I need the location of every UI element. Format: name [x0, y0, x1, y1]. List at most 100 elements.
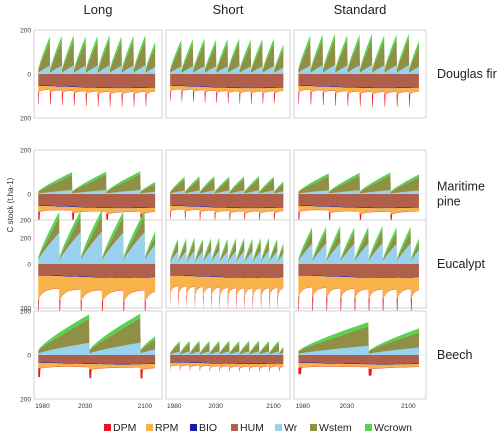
y-tick-label: 200 — [20, 148, 31, 155]
y-tick-label: 0 — [27, 72, 31, 79]
panel-eucalypt-short — [165, 219, 291, 311]
panel-beech-short — [165, 310, 291, 400]
row-headers: Douglas fir Maritime pine Eucalypt Beech — [437, 67, 497, 362]
x-tick-label: 2100 — [401, 403, 416, 410]
area-wstem — [298, 326, 419, 354]
panel-eucalypt-long — [33, 209, 163, 320]
legend-swatch — [310, 424, 317, 431]
legend-item-wr: Wr — [275, 422, 298, 434]
area-bio — [38, 85, 156, 89]
area-bio — [298, 205, 419, 209]
area-wcrown — [38, 209, 156, 259]
column-header-standard: Standard — [334, 2, 387, 17]
column-header-short: Short — [212, 2, 243, 17]
area-bio — [298, 362, 419, 365]
x-tick-labels: 1980 2030 2100 1980 2030 2100 1980 2030 2100 — [35, 403, 416, 410]
legend-label: Wcrown — [374, 422, 412, 434]
legend-item-bio: BIO — [190, 422, 217, 434]
area-rpm — [170, 275, 284, 298]
area-wr — [170, 66, 284, 74]
x-tick-label: 2030 — [78, 403, 93, 410]
y-tick-label: 200 — [20, 306, 31, 313]
y-tick-label: 0 — [27, 353, 31, 360]
area-rpm — [298, 205, 419, 215]
area-wcrown — [170, 38, 284, 71]
area-dpm — [170, 89, 284, 104]
area-wr — [38, 65, 156, 74]
x-tick-label: 2100 — [266, 403, 281, 410]
area-wr — [298, 190, 419, 194]
y-tick-label: 200 — [20, 116, 31, 123]
area-wstem — [38, 173, 156, 194]
row-header-maritime-pine: Maritime pine — [437, 180, 485, 209]
area-hum — [170, 194, 284, 208]
area-wstem — [170, 342, 284, 355]
panel-douglas-fir-long — [33, 29, 163, 119]
legend-item-wcrown: Wcrown — [365, 422, 412, 434]
area-hum — [170, 74, 284, 88]
legend-swatch — [231, 424, 238, 431]
x-tick-label: 1980 — [35, 403, 50, 410]
area-bio — [170, 85, 284, 89]
area-wstem — [298, 230, 419, 262]
area-rpm — [38, 362, 156, 370]
y-tick-label: 200 — [20, 309, 31, 316]
y-tick-label: 0 — [27, 262, 31, 269]
area-hum — [298, 74, 419, 88]
legend-item-hum: HUM — [231, 422, 264, 434]
area-rpm — [298, 362, 419, 370]
row-header-douglas-fir: Douglas fir — [437, 67, 497, 81]
area-bio — [298, 85, 419, 89]
area-hum — [170, 355, 284, 364]
area-wr — [38, 189, 156, 194]
row-header-beech: Beech — [437, 348, 472, 362]
area-wr — [38, 231, 156, 264]
y-tick-label: 200 — [20, 28, 31, 35]
panel-douglas-fir-short — [165, 29, 291, 119]
legend-swatch — [190, 424, 197, 431]
area-bio — [38, 205, 156, 209]
area-rpm — [170, 205, 284, 214]
area-rpm — [38, 85, 156, 95]
area-rpm — [38, 275, 156, 303]
legend-label: Wstem — [319, 422, 352, 434]
panel-beech-standard — [293, 310, 427, 400]
area-hum — [38, 194, 156, 208]
y-tick-label: 200 — [20, 236, 31, 243]
area-wstem — [170, 240, 284, 263]
area-bio — [298, 274, 419, 278]
legend-swatch — [104, 424, 111, 431]
area-wcrown — [170, 340, 284, 354]
legend-swatch — [146, 424, 153, 431]
area-wstem — [298, 175, 419, 194]
column-headers: Long Short Standard — [84, 2, 387, 17]
area-wcrown — [38, 35, 156, 71]
legend-label: HUM — [240, 422, 264, 434]
panel-beech-long — [33, 310, 163, 400]
legend-label: DPM — [113, 422, 136, 434]
area-wr — [298, 65, 419, 74]
area-hum — [38, 74, 156, 88]
area-wr — [170, 250, 284, 264]
panels — [33, 29, 427, 400]
legend-swatch — [365, 424, 372, 431]
area-hum — [38, 264, 156, 278]
x-tick-label: 2030 — [208, 403, 223, 410]
panel-douglas-fir-standard — [293, 29, 427, 119]
area-hum — [170, 264, 284, 278]
area-bio — [170, 205, 284, 209]
y-tick-label: 0 — [27, 192, 31, 199]
x-tick-label: 2100 — [138, 403, 153, 410]
legend-item-rpm: RPM — [146, 422, 178, 434]
area-wstem — [38, 215, 156, 261]
area-wcrown — [298, 322, 419, 352]
area-bio — [170, 274, 284, 278]
area-hum — [38, 355, 156, 364]
area-rpm — [298, 275, 419, 300]
area-wstem — [298, 38, 419, 73]
area-wstem — [170, 42, 284, 74]
y-tick-label: 200 — [20, 397, 31, 404]
area-wr — [38, 342, 156, 355]
area-dpm — [298, 89, 419, 107]
